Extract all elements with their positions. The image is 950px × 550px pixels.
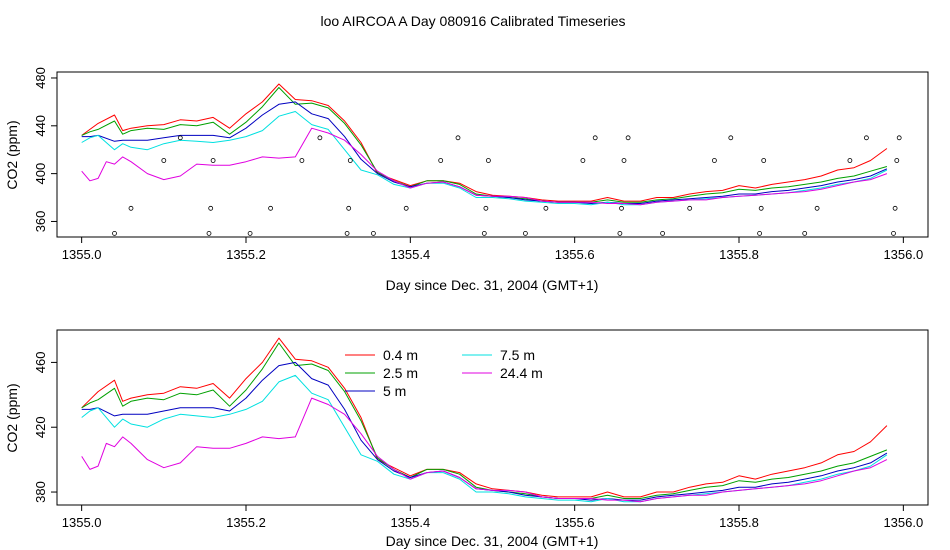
series-line-s25 [81, 342, 888, 499]
flag-point [625, 135, 631, 141]
x-axis-label-top: Day since Dec. 31, 2004 (GMT+1) [386, 277, 599, 293]
flag-point [438, 158, 444, 163]
series-line-s04 [81, 83, 888, 202]
y-tick-label: 480 [33, 67, 48, 89]
series-line-s04 [81, 337, 888, 498]
x-tick-label: 1355.0 [62, 515, 102, 530]
x-tick-label: 1355.2 [226, 515, 266, 530]
flag-point [299, 158, 305, 163]
flag-points-top [112, 135, 902, 236]
x-tick-label: 1355.2 [226, 247, 266, 262]
panel-bottom: 1355.0 1355.2 1355.4 1355.6 1355.8 1356.0 380 4… [4, 329, 929, 549]
y-tick-label: 360 [33, 211, 48, 233]
flag-point [344, 230, 350, 236]
legend-label: 2.5 m [383, 365, 418, 381]
x-tick-label: 1355.8 [719, 515, 759, 530]
ticks-bottom: 1355.0 1355.2 1355.4 1355.6 1355.8 1356.0 380 4… [33, 352, 923, 530]
y-tick-label: 440 [33, 115, 48, 137]
flag-point [728, 135, 734, 141]
x-tick-label: 1355.6 [555, 247, 595, 262]
flag-point [619, 205, 624, 211]
series-line-s25 [81, 87, 888, 203]
flag-point [317, 135, 323, 141]
figure-title: loo AIRCOA A Day 080916 Calibrated Times… [320, 13, 625, 29]
flag-point [896, 135, 902, 141]
flag-point [403, 205, 409, 211]
flag-point [161, 158, 167, 163]
flag-point [455, 135, 461, 141]
y-tick-label: 460 [33, 352, 48, 374]
x-tick-label: 1355.6 [555, 515, 595, 530]
x-tick-label: 1356.0 [883, 247, 923, 262]
flag-point [128, 205, 134, 211]
x-tick-label: 1355.4 [390, 247, 430, 262]
flag-point [660, 230, 665, 236]
flag-point [485, 158, 491, 163]
flag-point [617, 230, 623, 236]
flag-point [847, 158, 853, 163]
flag-point [758, 205, 764, 211]
legend-label: 24.4 m [500, 365, 543, 381]
x-tick-label: 1356.0 [883, 515, 923, 530]
flag-point [580, 158, 586, 163]
series-line-s5 [81, 361, 888, 501]
y-tick-label: 420 [33, 416, 48, 438]
flag-point [814, 205, 820, 211]
flag-point [523, 230, 528, 236]
legend: 0.4 m 2.5 m 5 m 7.5 m 24.4 m [345, 347, 543, 399]
series-top [81, 83, 888, 206]
flag-point [864, 135, 869, 141]
flag-point [483, 205, 489, 211]
flag-point [206, 230, 212, 236]
legend-label: 0.4 m [383, 347, 418, 363]
flag-point [177, 135, 183, 141]
y-tick-label: 400 [33, 163, 48, 185]
series-line-s75 [81, 374, 888, 503]
flag-point [268, 205, 274, 211]
legend-label: 5 m [383, 383, 406, 399]
series-line-s244 [81, 397, 888, 503]
flag-point [894, 158, 900, 163]
series-line-s244 [81, 127, 888, 206]
series-line-s5 [81, 101, 888, 204]
flag-point [347, 158, 353, 163]
flag-point [757, 230, 762, 236]
x-axis-label-bottom: Day since Dec. 31, 2004 (GMT+1) [386, 533, 599, 549]
series-bottom [81, 337, 888, 503]
flag-point [592, 135, 598, 141]
panel-top: 1355.0 1355.2 1355.4 1355.6 1355.8 1356.0 360 4… [4, 67, 929, 293]
flag-point [346, 205, 352, 211]
flag-point [112, 230, 117, 236]
flag-point [891, 230, 896, 236]
x-tick-label: 1355.8 [719, 247, 759, 262]
flag-point [247, 230, 253, 236]
flag-point [208, 205, 214, 211]
x-tick-label: 1355.0 [62, 247, 102, 262]
flag-point [481, 230, 487, 236]
plot-area-bottom [56, 329, 929, 506]
y-tick-label: 380 [33, 481, 48, 503]
flag-point [712, 158, 717, 163]
y-axis-label-bottom: CO2 (ppm) [4, 383, 20, 452]
legend-label: 7.5 m [500, 347, 535, 363]
flag-point [370, 230, 376, 236]
x-tick-label: 1355.4 [390, 515, 430, 530]
flag-point [621, 158, 627, 163]
series-line-s75 [81, 111, 888, 206]
y-axis-label-top: CO2 (ppm) [4, 120, 20, 189]
flag-point [802, 230, 808, 236]
flag-point [687, 205, 693, 211]
plot-area-top [56, 71, 929, 238]
flag-point [210, 158, 216, 163]
flag-point [892, 205, 898, 211]
flag-point [761, 158, 767, 163]
ticks-top: 1355.0 1355.2 1355.4 1355.6 1355.8 1356.0 360 4… [33, 67, 923, 262]
flag-point [543, 205, 549, 211]
